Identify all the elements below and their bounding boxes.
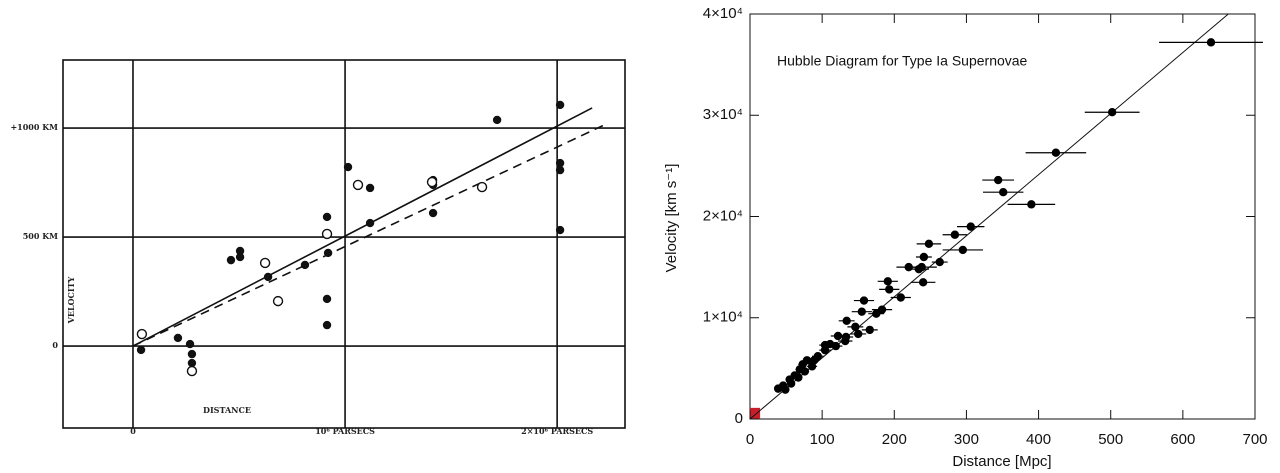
- x-tick-label: 10⁶ PARSECS: [315, 426, 375, 436]
- data-point: [896, 293, 905, 302]
- y-tick-label: 1×10⁴: [703, 309, 743, 326]
- data-point: [999, 187, 1008, 197]
- data-point: [272, 295, 284, 307]
- x-tick-label: 0: [130, 426, 136, 436]
- data-point: [800, 367, 810, 376]
- data-point: [343, 162, 353, 172]
- data-point: [841, 336, 850, 346]
- data-point: [857, 307, 867, 316]
- data-point: [365, 183, 375, 193]
- x-axis-label: DISTANCE: [203, 405, 251, 415]
- data-point: [235, 252, 245, 262]
- data-point: [820, 340, 830, 350]
- data-point: [872, 309, 881, 318]
- data-point: [1206, 38, 1216, 47]
- data-point: [365, 218, 375, 228]
- data-point: [555, 100, 565, 110]
- data-point: [935, 257, 944, 267]
- x-tick-label: 500: [1098, 431, 1123, 448]
- data-point: [136, 345, 146, 355]
- data-point: [807, 362, 817, 371]
- data-point: [555, 225, 565, 235]
- x-tick-label: 200: [882, 431, 907, 448]
- x-axis-label: Distance [Mpc]: [952, 453, 1051, 470]
- x-tick-label: 2×10⁶ PARSECS: [521, 426, 593, 436]
- y-tick-label: +1000 KM: [10, 122, 58, 132]
- data-point: [924, 239, 934, 249]
- highlight-box: [750, 407, 761, 419]
- y-tick-label: 500 KM: [23, 231, 58, 241]
- data-point: [831, 341, 841, 351]
- data-point: [854, 329, 863, 339]
- data-point: [786, 379, 796, 388]
- fit-line: [749, 13, 1229, 420]
- data-point: [321, 228, 333, 240]
- y-tick-label: 4×10⁴: [703, 5, 743, 22]
- data-point: [186, 365, 198, 377]
- data-point: [958, 245, 968, 255]
- data-point: [773, 384, 783, 393]
- data-point: [1027, 200, 1036, 209]
- data-point: [426, 176, 438, 188]
- data-point: [476, 181, 488, 193]
- data-point: [492, 115, 502, 125]
- x-tick-label: 100: [810, 431, 835, 448]
- data-point: [950, 230, 960, 239]
- data-point: [914, 264, 924, 274]
- fit-line: [132, 107, 593, 347]
- fit-line: [132, 124, 605, 347]
- y-tick-label: 0: [52, 340, 58, 350]
- y-tick-label: 3×10⁴: [703, 106, 743, 123]
- data-point: [428, 208, 438, 218]
- data-point: [555, 158, 565, 168]
- data-point: [865, 325, 874, 335]
- data-point: [300, 260, 310, 270]
- data-point: [187, 358, 197, 368]
- x-tick-label: 600: [1170, 431, 1195, 448]
- data-point: [993, 175, 1003, 185]
- y-tick-label: 0: [735, 410, 743, 427]
- y-tick-label: 2×10⁴: [703, 207, 743, 224]
- data-point: [885, 285, 894, 294]
- left-panel: [0, 45, 640, 440]
- data-point: [136, 328, 148, 340]
- data-point: [173, 333, 183, 343]
- chart-title: Hubble Diagram for Type Ia Supernovae: [777, 53, 1028, 69]
- x-tick-label: 300: [954, 431, 979, 448]
- y-axis-label: Velocity [km s⁻¹]: [663, 164, 680, 273]
- data-point: [322, 320, 332, 330]
- x-tick-label: 700: [1242, 431, 1267, 448]
- data-point: [802, 356, 812, 365]
- data-point: [794, 373, 803, 382]
- data-point: [322, 212, 332, 222]
- data-point: [352, 179, 364, 191]
- data-point: [833, 331, 843, 341]
- data-point: [1107, 108, 1117, 117]
- data-point: [185, 339, 195, 349]
- data-point: [226, 255, 236, 265]
- data-point: [966, 222, 975, 231]
- data-point: [187, 349, 197, 359]
- y-axis-label: VELOCITY: [66, 276, 76, 324]
- data-point: [851, 322, 860, 332]
- data-point: [781, 385, 790, 394]
- data-point: [259, 257, 271, 269]
- x-tick-label: 400: [1026, 431, 1051, 448]
- data-point: [859, 296, 869, 305]
- plot-frame: [749, 13, 1256, 420]
- data-point: [555, 165, 565, 175]
- data-point: [322, 294, 332, 304]
- x-tick-label: 0: [746, 431, 754, 448]
- data-point: [918, 278, 928, 287]
- data-point: [842, 316, 851, 325]
- data-point: [883, 277, 892, 286]
- plot-frame: [62, 59, 626, 429]
- data-point: [1051, 148, 1061, 157]
- data-point: [263, 272, 273, 282]
- data-point: [919, 252, 929, 262]
- data-point: [323, 248, 333, 258]
